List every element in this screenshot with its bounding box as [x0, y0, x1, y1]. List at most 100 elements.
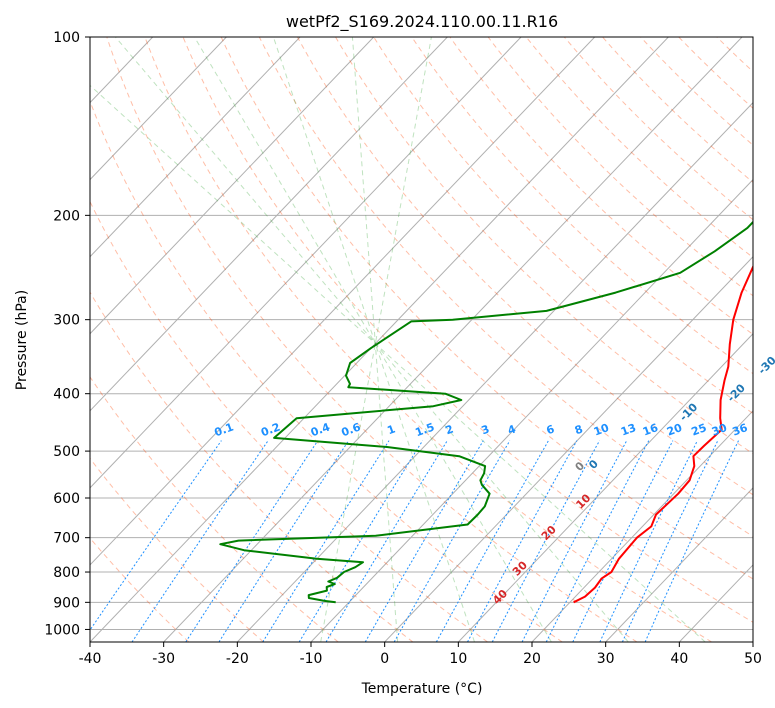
lcl-label: 30	[510, 558, 530, 578]
isotherm-line	[605, 487, 753, 642]
temperature-profile-line	[573, 264, 753, 604]
mixing-ratio-label: 3	[480, 422, 492, 437]
mixing-ratio-line	[521, 440, 628, 642]
mixing-ratio-label: 0.1	[213, 420, 236, 439]
x-tick-label: 50	[744, 651, 762, 667]
x-tick-label: -20	[226, 651, 249, 667]
mixing-ratio-label: 16	[641, 421, 660, 439]
mixing-ratio-line	[621, 440, 719, 642]
mixing-ratio-label: 6	[545, 422, 557, 437]
dry-adiabat-line	[90, 291, 414, 642]
dry-adiabat-line	[716, 37, 753, 73]
isotherm-line	[0, 37, 79, 642]
mixing-ratio-line	[325, 440, 448, 642]
dry-adiabat-line	[525, 37, 753, 259]
mixing-ratio-label: 1	[385, 422, 397, 437]
dry-adiabat-line	[449, 37, 753, 336]
y-tick-label: 400	[53, 387, 80, 403]
mixing-ratio-label: 13	[619, 421, 638, 438]
mixing-ratio-label: 20	[665, 421, 684, 439]
x-tick-label: -30	[152, 651, 175, 667]
mixing-ratio-line	[393, 440, 511, 642]
mixing-ratio-label: 30	[710, 421, 729, 439]
y-tick-label: 800	[53, 565, 80, 581]
zero-label: 0	[573, 459, 588, 474]
y-axis: 100 200 300 400 500 600 700 800 900 1000	[44, 30, 90, 638]
y-tick-label: 500	[53, 444, 80, 460]
mixing-ratio-line	[467, 440, 578, 642]
x-tick-label: 30	[597, 651, 615, 667]
y-tick-label: 600	[53, 491, 80, 507]
mixing-ratio-line	[364, 440, 484, 642]
dry-adiabat-line	[90, 537, 190, 642]
mixing-ratio-label: 0.2	[259, 420, 282, 439]
mixing-ratio-label: 0.6	[340, 420, 363, 439]
y-tick-label: 200	[53, 208, 80, 224]
background-lines	[90, 37, 753, 642]
isotherm-line	[384, 255, 753, 642]
mixing-ratio-line	[545, 440, 650, 642]
mixing-ratio-line	[644, 440, 739, 642]
grid-lines	[0, 37, 753, 642]
annotations: 0.10.20.40.611.52346810131620253036-100-…	[213, 324, 775, 607]
mixing-ratio-label: 8	[573, 422, 585, 437]
dry-adiabat-line	[335, 37, 753, 455]
dry-adiabat-line	[411, 37, 753, 375]
x-tick-label: 40	[670, 651, 688, 667]
dry-adiabat-line	[258, 37, 753, 538]
x-axis: -40 -30 -20 -10 0 10 20 30 40 50	[79, 642, 762, 667]
lcl-label: 10	[573, 491, 593, 511]
y-tick-label: 700	[53, 531, 80, 547]
isotherm-line	[531, 410, 753, 642]
isotherm-line	[90, 37, 596, 566]
mixing-ratio-line	[491, 440, 600, 642]
moist-adiabat-line	[351, 37, 399, 642]
mixing-ratio-line	[572, 440, 674, 642]
dewpoint-profile-line	[219, 220, 753, 604]
mixing-ratio-line	[90, 440, 222, 631]
y-axis-label: Pressure (hPa)	[14, 290, 30, 390]
mixing-ratio-label: 25	[690, 421, 709, 438]
isotherm-line	[90, 37, 669, 642]
mixing-ratio-label: 1.5	[413, 420, 436, 439]
isotherm-line	[90, 37, 448, 412]
dry-adiabat-line	[144, 37, 712, 642]
mixing-ratio-line	[599, 440, 698, 642]
isotherm-line	[90, 37, 301, 258]
x-axis-label: Temperature (°C)	[361, 681, 483, 697]
dry-adiabat-line	[678, 37, 753, 109]
mixing-ratio-label: 2	[444, 422, 456, 437]
chart-title: wetPf2_S169.2024.110.00.11.R16	[286, 12, 558, 32]
dry-adiabat-line	[602, 37, 753, 183]
mixing-ratio-line	[185, 440, 319, 642]
isotherm-line	[457, 333, 753, 642]
isotherm-line	[236, 101, 753, 642]
isotherm-line	[310, 178, 753, 642]
dry-adiabat-line	[90, 99, 563, 642]
dry-adiabat-line	[296, 37, 753, 496]
moist-adiabat-line	[193, 37, 552, 642]
dry-adiabat-line	[563, 37, 753, 221]
y-tick-label: 900	[53, 595, 80, 611]
moist-adiabat-label: -20	[725, 381, 748, 404]
mixing-ratio-line	[131, 440, 269, 642]
dry-adiabat-line	[640, 37, 753, 146]
mixing-ratio-label: 36	[731, 421, 750, 439]
dry-adiabat-line	[182, 37, 753, 623]
dry-adiabat-line	[90, 457, 264, 642]
moist-adiabat-line	[90, 84, 706, 642]
x-tick-label: 20	[523, 651, 541, 667]
isotherm-line	[752, 641, 753, 642]
isotherm-line	[90, 37, 227, 181]
moist-adiabat-line	[320, 37, 432, 642]
x-tick-label: 10	[449, 651, 467, 667]
plot-frame	[89, 36, 754, 643]
y-tick-label: 100	[53, 30, 80, 46]
moist-adiabat-label: -10	[677, 400, 700, 423]
mixing-ratio-label: 4	[506, 422, 518, 437]
mixing-ratio-label: 0.4	[309, 420, 332, 439]
y-tick-label: 1000	[44, 622, 80, 638]
x-tick-label: -10	[300, 651, 323, 667]
moist-adiabat-label: 0	[586, 457, 601, 472]
